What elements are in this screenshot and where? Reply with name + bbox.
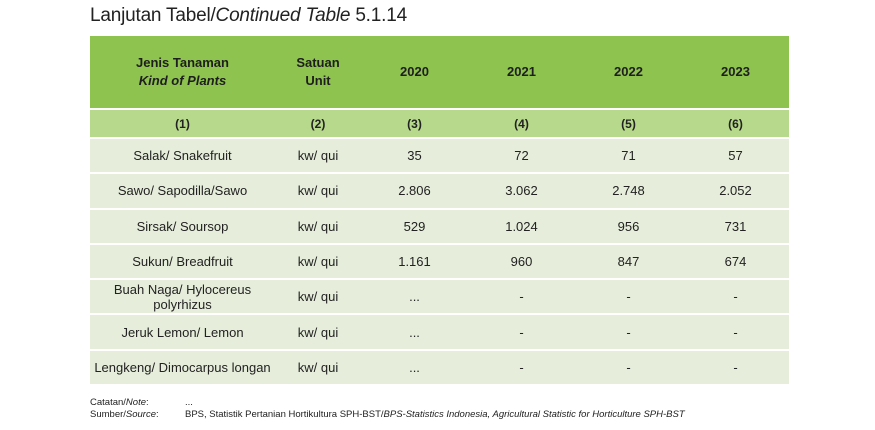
footnotes: Catatan/Note: ... Sumber/Source: BPS, St… bbox=[90, 397, 685, 421]
column-number-row: (1) (2) (3) (4) (5) (6) bbox=[90, 108, 789, 139]
value-cell-2023: 2.052 bbox=[682, 173, 789, 210]
table-row: Salak/ Snakefruit kw/ qui 35 72 71 57 bbox=[90, 138, 789, 175]
column-number: (4) bbox=[468, 108, 575, 139]
source-value: BPS, Statistik Pertanian Hortikultura SP… bbox=[185, 409, 384, 420]
value-cell-2021: - bbox=[468, 314, 575, 351]
value-cell-2020: 529 bbox=[361, 208, 468, 245]
title-number: 5.1.14 bbox=[350, 5, 407, 26]
value-cell-2021: 960 bbox=[468, 243, 575, 281]
note-label-italic: Note bbox=[125, 397, 146, 408]
table-row: Buah Naga/ Hylocereus polyrhizus kw/ qui.… bbox=[90, 279, 789, 316]
value-cell-2020: 2.806 bbox=[361, 173, 468, 210]
header-kind-of-plants: Jenis Tanaman Kind of Plants bbox=[90, 36, 275, 109]
column-number: (3) bbox=[361, 108, 468, 139]
note-suffix: : bbox=[146, 397, 149, 408]
source-suffix: : bbox=[156, 409, 159, 420]
value-cell-2020: ... bbox=[361, 279, 468, 316]
value-cell-2023: 731 bbox=[682, 208, 789, 245]
plant-name-cell: Sukun/ Breadfruit bbox=[90, 243, 275, 281]
note-label: Catatan/ bbox=[90, 397, 126, 408]
unit-cell: kw/ qui bbox=[275, 173, 361, 210]
header-year-2022: 2022 bbox=[575, 36, 682, 109]
unit-cell: kw/ qui bbox=[275, 138, 361, 175]
table-row: Jeruk Lemon/ Lemon kw/ qui... - - - bbox=[90, 314, 789, 351]
header-row: Jenis Tanaman Kind of Plants Satuan Unit… bbox=[90, 36, 789, 109]
value-cell-2023: - bbox=[682, 314, 789, 351]
column-number: (5) bbox=[575, 108, 682, 139]
value-cell-2022: 956 bbox=[575, 208, 682, 245]
unit-cell: kw/ qui bbox=[275, 243, 361, 281]
value-cell-2023: 674 bbox=[682, 243, 789, 281]
title-italic: Continued Table bbox=[215, 5, 351, 26]
header-year-2020: 2020 bbox=[361, 36, 468, 109]
value-cell-2022: 71 bbox=[575, 138, 682, 175]
value-cell-2022: - bbox=[575, 279, 682, 316]
source-label: Sumber/ bbox=[90, 409, 126, 420]
column-number: (6) bbox=[682, 108, 789, 139]
unit-cell: kw/ qui bbox=[275, 314, 361, 351]
unit-cell: kw/ qui bbox=[275, 208, 361, 245]
value-cell-2022: 847 bbox=[575, 243, 682, 281]
unit-cell: kw/ qui bbox=[275, 279, 361, 316]
value-cell-2023: - bbox=[682, 349, 789, 387]
value-cell-2023: - bbox=[682, 279, 789, 316]
table-body: Salak/ Snakefruit kw/ qui 35 72 71 57 Sawo/ Sa… bbox=[90, 138, 789, 387]
value-cell-2020: 1.161 bbox=[361, 243, 468, 281]
value-cell-2021: 72 bbox=[468, 138, 575, 175]
value-cell-2021: - bbox=[468, 349, 575, 387]
value-cell-2021: 1.024 bbox=[468, 208, 575, 245]
table-row: Sukun/ Breadfruit kw/ qui 1.161 960 847 674 bbox=[90, 243, 789, 281]
plant-name-cell: Salak/ Snakefruit bbox=[90, 138, 275, 175]
header-year-2023: 2023 bbox=[682, 36, 789, 109]
source-label-italic: Source bbox=[125, 409, 157, 420]
plant-name-cell: Jeruk Lemon/ Lemon bbox=[90, 314, 275, 351]
header-unit: Satuan Unit bbox=[275, 36, 361, 109]
note-value: ... bbox=[185, 397, 193, 408]
value-cell-2021: - bbox=[468, 279, 575, 316]
column-number: (2) bbox=[275, 108, 361, 139]
value-cell-2021: 3.062 bbox=[468, 173, 575, 210]
note-line: Catatan/Note: ... bbox=[90, 397, 685, 409]
table-title: Lanjutan Tabel/Continued Table 5.1.14 bbox=[90, 5, 407, 27]
value-cell-2020: 35 bbox=[361, 138, 468, 175]
value-cell-2023: 57 bbox=[682, 138, 789, 175]
table-row: Lengkeng/ Dimocarpus longan kw/ qui... - - - bbox=[90, 349, 789, 387]
title-main: Lanjutan Tabel/ bbox=[90, 5, 216, 26]
value-cell-2020: ... bbox=[361, 314, 468, 351]
value-cell-2022: - bbox=[575, 349, 682, 387]
table-row: Sawo/ Sapodilla/Sawo kw/ qui 2.806 3.062 2.7… bbox=[90, 173, 789, 210]
source-line: Sumber/Source: BPS, Statistik Pertanian … bbox=[90, 409, 685, 421]
plant-name-cell: Lengkeng/ Dimocarpus longan bbox=[90, 349, 275, 387]
plant-name-cell: Sirsak/ Soursop bbox=[90, 208, 275, 245]
source-value-italic: BPS-Statistics Indonesia, Agricultural S… bbox=[383, 409, 685, 420]
plant-name-cell: Buah Naga/ Hylocereus polyrhizus bbox=[90, 279, 275, 316]
header-year-2021: 2021 bbox=[468, 36, 575, 109]
value-cell-2022: 2.748 bbox=[575, 173, 682, 210]
plant-name-cell: Sawo/ Sapodilla/Sawo bbox=[90, 173, 275, 210]
column-number: (1) bbox=[90, 108, 275, 139]
value-cell-2020: ... bbox=[361, 349, 468, 387]
value-cell-2022: - bbox=[575, 314, 682, 351]
table-row: Sirsak/ Soursop kw/ qui 529 1.024 956 731 bbox=[90, 208, 789, 245]
unit-cell: kw/ qui bbox=[275, 349, 361, 387]
data-table: Jenis Tanaman Kind of Plants Satuan Unit… bbox=[90, 36, 789, 387]
